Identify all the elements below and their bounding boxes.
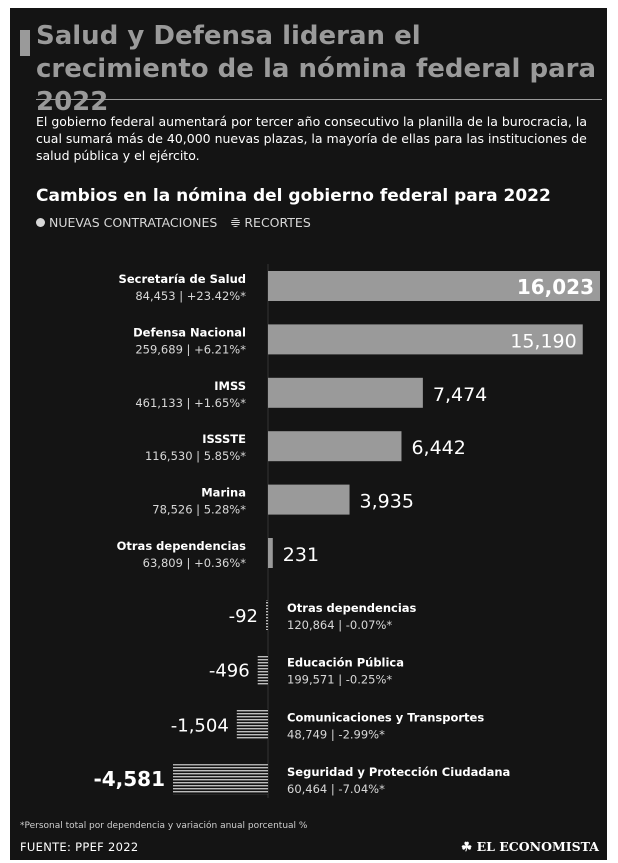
legend-hires-label: NUEVAS CONTRATACIONES <box>49 215 218 230</box>
hires-bar <box>268 538 273 568</box>
hires-detail-label: 461,133 | +1.65%* <box>135 396 246 410</box>
cuts-category-label: Comunicaciones y Transportes <box>287 710 484 724</box>
hires-bar <box>268 324 583 355</box>
hires-bar <box>268 271 600 301</box>
hires-value-label: 15,190 <box>510 330 576 352</box>
hires-detail-label: 63,809 | +0.36%* <box>143 556 247 570</box>
cuts-detail-label: 48,749 | -2.99%* <box>287 727 385 741</box>
hires-category-label: Otras dependencias <box>117 539 247 553</box>
intro-paragraph: El gobierno federal aumentará por tercer… <box>36 114 587 163</box>
title-marker <box>20 30 30 56</box>
cuts-bar <box>257 654 268 685</box>
cuts-bar <box>236 709 268 740</box>
hires-category-label: Marina <box>201 486 246 500</box>
hires-category-label: Defensa Nacional <box>133 325 246 339</box>
hires-value-label: 16,023 <box>517 275 594 299</box>
brand-logo: ☘ EL ECONOMISTA <box>461 839 599 854</box>
hires-value-label: 7,474 <box>433 384 487 406</box>
hires-category-label: Secretaría de Salud <box>119 272 246 286</box>
cuts-category-label: Seguridad y Protección Ciudadana <box>287 765 510 779</box>
hires-category-label: ISSSTE <box>202 432 246 446</box>
cuts-value-label: -4,581 <box>93 767 165 791</box>
cuts-value-label: -92 <box>229 606 258 627</box>
hires-detail-label: 259,689 | +6.21%* <box>135 342 246 356</box>
legend-cuts-label: RECORTES <box>244 215 311 230</box>
infographic-card: Salud y Defensa lideran el crecimiento d… <box>10 8 607 860</box>
source-note: FUENTE: PPEF 2022 <box>20 840 139 854</box>
cuts-value-label: -1,504 <box>171 715 229 736</box>
cuts-value-label: -496 <box>209 661 250 682</box>
hires-detail-label: 84,453 | +23.42%* <box>135 289 246 303</box>
brand-name: EL ECONOMISTA <box>476 839 599 854</box>
hires-value-label: 231 <box>283 544 319 566</box>
cuts-bar <box>266 600 268 630</box>
cuts-legend-icon <box>231 218 241 227</box>
page-title: Salud y Defensa lideran el crecimiento d… <box>36 21 597 117</box>
hires-value-label: 3,935 <box>360 491 414 513</box>
cuts-detail-label: 120,864 | -0.07%* <box>287 618 392 632</box>
hires-detail-label: 78,526 | 5.28%* <box>152 503 246 517</box>
hires-value-label: 6,442 <box>411 437 465 459</box>
cuts-category-label: Educación Pública <box>287 656 404 670</box>
title-divider <box>36 99 602 100</box>
hires-bar <box>268 377 423 408</box>
hires-bar <box>268 484 350 515</box>
payroll-bar-chart: 16,023 Secretaría de Salud 84,453 | +23.42… <box>93 264 600 798</box>
hires-legend-icon <box>36 218 45 227</box>
cuts-category-label: Otras dependencias <box>287 601 417 615</box>
cuts-detail-label: 199,571 | -0.25%* <box>287 673 392 687</box>
chart-legend: NUEVAS CONTRATACIONES RECORTES <box>36 215 311 230</box>
hires-category-label: IMSS <box>214 379 246 393</box>
cuts-bar <box>173 764 268 795</box>
hires-bar <box>268 431 402 462</box>
footnote: *Personal total por dependencia y variac… <box>20 821 308 831</box>
cuts-detail-label: 60,464 | -7.04%* <box>287 782 385 796</box>
hires-detail-label: 116,530 | 5.85%* <box>145 449 246 463</box>
chart-title: Cambios en la nómina del gobierno federa… <box>36 186 551 206</box>
